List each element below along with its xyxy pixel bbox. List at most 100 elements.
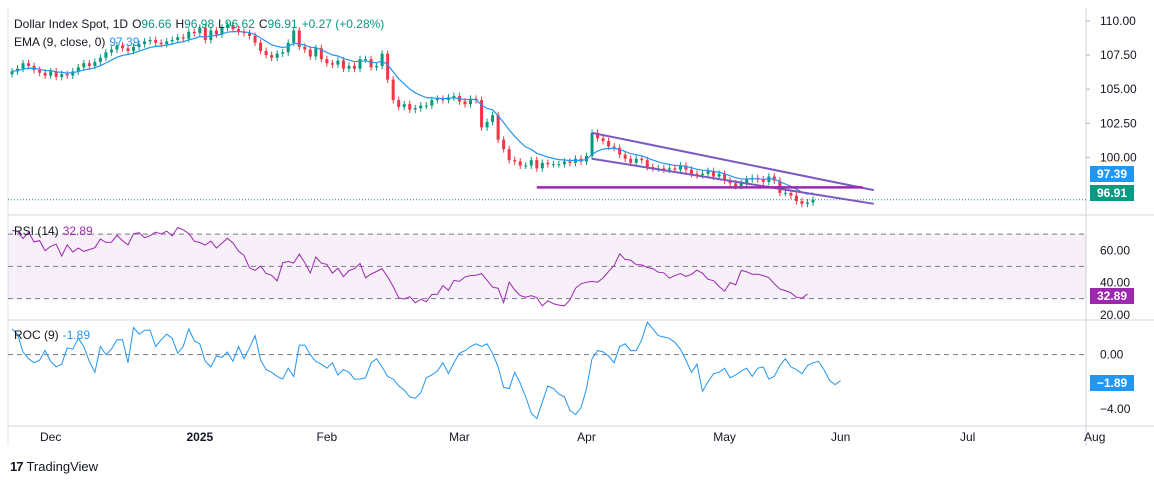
- candle-body: [811, 199, 815, 203]
- candle-body: [452, 95, 456, 98]
- candle-body: [203, 27, 207, 41]
- candle-body: [303, 46, 307, 50]
- candle-body: [408, 104, 412, 110]
- candle-body: [154, 40, 158, 43]
- price-tick-label: 110.00: [1100, 14, 1136, 28]
- roc-legend-label: ROC (9): [14, 328, 59, 342]
- candle-body: [214, 30, 218, 35]
- candle-body: [76, 67, 80, 72]
- candle-body: [640, 158, 644, 161]
- candle-body: [745, 179, 749, 184]
- tradingview-branding[interactable]: 17 TradingView: [10, 459, 98, 474]
- candle-body: [662, 168, 666, 170]
- candle-body: [132, 46, 136, 51]
- candle-body: [469, 98, 473, 105]
- candle-body: [242, 31, 246, 34]
- candle-body: [308, 49, 312, 57]
- rsi-value-tag: 32.89: [1090, 288, 1134, 304]
- time-tick-label: Mar: [449, 430, 470, 444]
- candle-body: [137, 44, 141, 47]
- candle-body: [607, 141, 611, 147]
- rsi-line: [11, 226, 808, 307]
- candle-body: [717, 173, 721, 177]
- candle-body: [424, 105, 428, 107]
- candle-body: [380, 53, 384, 66]
- time-tick-label: May: [713, 430, 736, 444]
- roc-legend[interactable]: ROC (9) -1.89: [14, 328, 90, 342]
- rsi-tick-label: 60.00: [1100, 243, 1130, 257]
- candle-body: [126, 48, 130, 51]
- symbol-title[interactable]: Dollar Index Spot, 1D: [14, 17, 129, 31]
- candle-body: [695, 173, 699, 176]
- candle-body: [480, 100, 484, 128]
- candle-body: [491, 115, 495, 122]
- ema-legend[interactable]: EMA (9, close, 0) 97.39: [14, 35, 139, 49]
- candle-body: [739, 183, 743, 187]
- candle-body: [678, 165, 682, 170]
- roc-legend-value: -1.89: [62, 328, 91, 342]
- candle-body: [325, 59, 329, 64]
- candle-body: [391, 79, 395, 101]
- time-tick-label: Dec: [40, 430, 61, 444]
- candle-body: [98, 57, 102, 62]
- time-tick-label: 2025: [186, 430, 213, 444]
- rsi-tick-label: 20.00: [1100, 308, 1130, 322]
- time-tick-label: Aug: [1084, 430, 1105, 444]
- candle-body: [413, 108, 417, 110]
- candle-body: [485, 121, 489, 128]
- candle-body: [551, 164, 555, 166]
- candle-body: [341, 60, 345, 69]
- price-tick-label: 102.50: [1100, 116, 1137, 130]
- time-tick-label: Feb: [317, 430, 338, 444]
- candle-body: [176, 37, 180, 41]
- candle-body: [120, 45, 124, 49]
- candle-body: [352, 65, 356, 69]
- ohlc-high: H96.98: [175, 17, 215, 31]
- candle-body: [181, 37, 185, 39]
- candle-body: [689, 169, 693, 174]
- candle-body: [49, 71, 53, 76]
- candle-body: [546, 162, 550, 165]
- candle-body: [165, 41, 169, 45]
- candle-body: [441, 98, 445, 101]
- roc-tick-label: −4.00: [1100, 402, 1131, 416]
- candle-body: [712, 171, 716, 177]
- candle-body: [435, 98, 439, 101]
- candle-body: [43, 72, 47, 76]
- candle-body: [82, 63, 86, 68]
- candle-body: [115, 45, 119, 50]
- wedge-lower-trendline: [591, 157, 874, 205]
- candle-body: [645, 160, 649, 167]
- candle-body: [601, 138, 605, 142]
- candle-body: [673, 168, 677, 170]
- candle-body: [192, 31, 196, 34]
- candle-body: [60, 74, 64, 77]
- roc-tick-label: 0.00: [1100, 348, 1124, 362]
- candle-body: [297, 30, 301, 47]
- candle-body: [87, 63, 91, 66]
- candle-body: [364, 59, 368, 61]
- candle-body: [540, 162, 544, 169]
- main-legend: Dollar Index Spot, 1D O96.66 H96.98 L96.…: [14, 17, 384, 31]
- time-tick-label: Apr: [577, 430, 596, 444]
- candle-body: [562, 161, 566, 165]
- candle-body: [596, 132, 600, 139]
- ema-legend-label: EMA (9, close, 0): [14, 35, 106, 49]
- candle-body: [557, 164, 561, 166]
- rsi-legend-label: RSI (14): [14, 224, 59, 238]
- candle-body: [336, 60, 340, 65]
- candle-body: [463, 101, 467, 105]
- candle-body: [402, 104, 406, 107]
- candle-body: [187, 31, 191, 39]
- candle-body: [270, 55, 274, 58]
- candle-body: [264, 50, 268, 56]
- candle-body: [518, 161, 522, 166]
- candle-body: [220, 27, 224, 35]
- candle-body: [535, 160, 539, 169]
- rsi-legend[interactable]: RSI (14) 32.89: [14, 224, 93, 238]
- candle-body: [259, 42, 263, 51]
- tradingview-logo-icon: 17: [10, 459, 24, 474]
- time-tick-label: Jun: [831, 430, 850, 444]
- candle-body: [728, 180, 732, 184]
